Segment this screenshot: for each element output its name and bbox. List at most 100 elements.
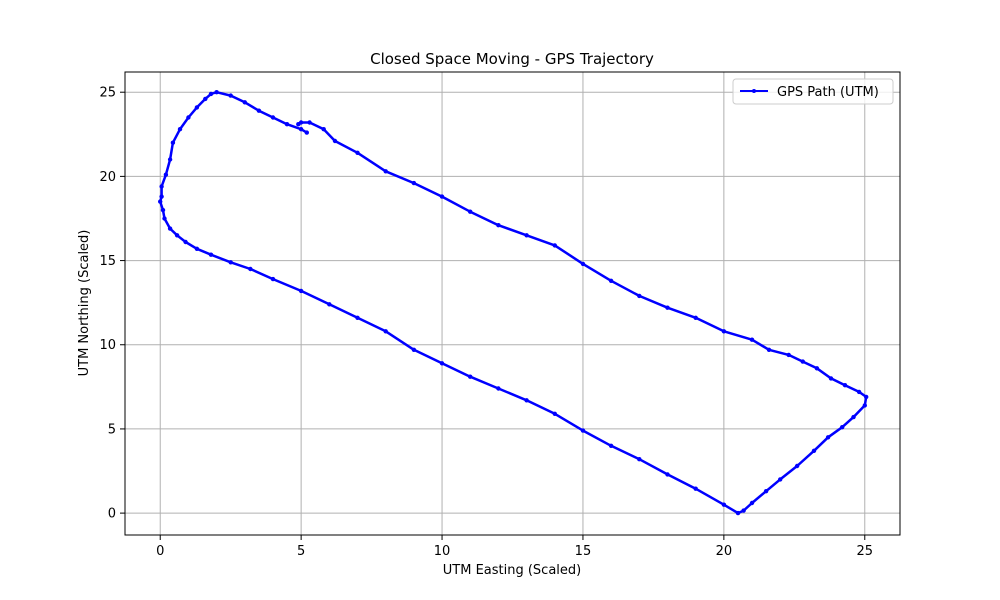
data-point: [608, 278, 614, 283]
data-point: [439, 361, 445, 366]
x-tick-label: 10: [434, 544, 451, 559]
data-point: [468, 209, 473, 214]
x-axis-label: UTM Easting (Scaled): [443, 563, 581, 578]
data-point: [256, 108, 262, 113]
data-point: [862, 403, 867, 408]
data-point: [307, 120, 312, 125]
y-tick-label: 5: [108, 422, 116, 437]
legend-swatch-marker: [752, 89, 756, 93]
data-point: [580, 428, 586, 433]
y-tick-label: 15: [99, 254, 116, 269]
legend-box: [732, 78, 894, 105]
data-point: [825, 435, 831, 440]
y-tick-label: 20: [99, 170, 116, 185]
y-axis-label: UTM Northing (Scaled): [77, 230, 92, 377]
data-point: [735, 510, 741, 516]
data-point: [284, 122, 290, 127]
data-point: [637, 457, 642, 462]
data-point: [174, 233, 180, 238]
data-point: [159, 194, 164, 199]
data-point: [468, 374, 473, 379]
y-tick-label: 10: [99, 338, 116, 353]
data-point: [411, 180, 417, 186]
data-point: [177, 127, 183, 132]
data-point: [749, 500, 755, 506]
data-point: [214, 90, 219, 95]
data-point: [840, 425, 845, 430]
data-point: [811, 448, 817, 453]
data-point: [383, 169, 388, 174]
data-point: [270, 276, 276, 282]
data-point: [298, 127, 304, 132]
data-point: [228, 93, 233, 98]
data-point: [304, 130, 309, 135]
series-line: [158, 90, 868, 515]
data-point: [194, 105, 200, 110]
data-point: [637, 293, 642, 299]
data-point: [183, 239, 188, 245]
data-point: [552, 243, 557, 248]
y-tick-label: 25: [99, 86, 116, 101]
data-point: [814, 366, 820, 371]
data-point: [158, 199, 163, 204]
data-point: [411, 347, 417, 352]
plot-area: [158, 90, 869, 516]
data-point: [665, 305, 670, 310]
data-point: [355, 315, 360, 320]
data-point: [842, 383, 848, 388]
data-point: [749, 337, 755, 342]
data-point: [159, 184, 164, 189]
data-point: [439, 194, 445, 199]
data-point: [741, 508, 746, 513]
data-point: [763, 489, 769, 494]
x-tick-label: 20: [716, 544, 733, 559]
data-point: [721, 329, 727, 334]
plot-frame: [124, 71, 901, 536]
grid: [125, 72, 900, 535]
data-point: [721, 502, 727, 507]
data-point: [524, 233, 529, 238]
data-point: [524, 398, 529, 403]
axis-ticks: 0 5 10 15 20 25 0 5 10 15 20 25: [99, 86, 873, 559]
data-point: [160, 207, 166, 213]
data-point: [203, 96, 208, 102]
x-tick-label: 5: [297, 544, 305, 559]
legend-label: GPS Path (UTM): [777, 85, 879, 100]
data-point: [208, 91, 214, 97]
data-point: [800, 359, 805, 364]
data-point: [228, 260, 233, 265]
data-point: [778, 477, 783, 482]
data-point: [355, 150, 360, 155]
legend: GPS Path (UTM): [732, 78, 894, 105]
data-point: [194, 246, 200, 251]
data-point: [856, 389, 862, 395]
data-point: [580, 261, 586, 267]
data-point: [552, 411, 557, 416]
data-point: [496, 386, 501, 391]
data-point: [786, 352, 791, 358]
data-point: [208, 252, 214, 257]
data-point: [383, 329, 388, 334]
data-point: [321, 127, 326, 132]
data-point: [693, 315, 698, 320]
data-point: [665, 472, 670, 477]
data-point: [864, 394, 869, 400]
data-point: [496, 223, 501, 228]
data-point: [608, 443, 614, 448]
data-point: [186, 115, 191, 120]
data-point: [242, 100, 247, 105]
data-point: [766, 347, 772, 352]
data-point: [170, 140, 176, 145]
data-point: [167, 226, 173, 231]
data-point: [248, 266, 253, 272]
data-point: [693, 486, 698, 491]
data-point: [298, 288, 304, 294]
y-tick-label: 0: [108, 507, 116, 522]
data-point: [167, 157, 173, 162]
data-point: [296, 122, 301, 127]
chart-title: Closed Space Moving - GPS Trajectory: [370, 50, 654, 68]
x-tick-label: 0: [156, 544, 164, 559]
data-point: [851, 414, 856, 420]
data-point: [794, 463, 800, 469]
